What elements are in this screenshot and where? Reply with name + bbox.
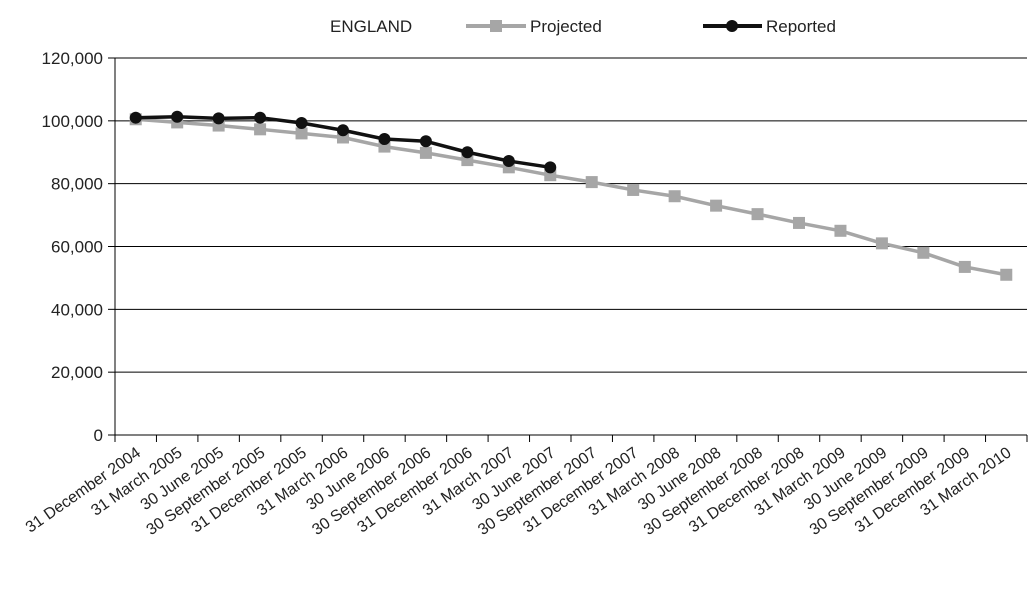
y-tick-label: 40,000 — [51, 300, 103, 319]
data-point-projected — [958, 260, 971, 273]
legend-label-reported: Reported — [766, 17, 836, 36]
y-tick-label: 80,000 — [51, 175, 103, 194]
data-point-reported — [544, 161, 557, 174]
data-point-reported — [212, 112, 225, 125]
series-layer — [129, 110, 1013, 281]
series-line-projected — [135, 117, 1007, 277]
data-point-projected — [254, 123, 267, 136]
y-axis-ticks: 0 20,000 40,000 60,000 80,000 100,000 120,000 — [42, 49, 115, 445]
data-point-projected — [1000, 268, 1013, 281]
data-point-projected — [875, 237, 888, 250]
data-point-projected — [419, 146, 432, 159]
data-point-reported — [129, 111, 142, 124]
data-point-projected — [917, 246, 930, 259]
legend: ENGLAND Projected Reported — [330, 17, 836, 36]
y-tick-label: 120,000 — [42, 49, 103, 68]
data-point-projected — [710, 199, 723, 212]
data-point-projected — [627, 183, 640, 196]
data-point-projected — [793, 216, 805, 229]
legend-title: ENGLAND — [330, 17, 412, 36]
data-point-projected — [585, 176, 598, 189]
data-point-reported — [378, 133, 391, 146]
data-point-reported — [171, 110, 184, 123]
data-point-reported — [337, 124, 349, 137]
data-point-projected — [751, 208, 764, 221]
data-point-projected — [834, 224, 847, 237]
y-tick-label: 0 — [94, 426, 103, 445]
data-point-reported — [254, 111, 267, 124]
legend-item-projected: Projected — [466, 17, 602, 36]
y-tick-label: 20,000 — [51, 363, 103, 382]
data-point-projected — [668, 190, 681, 203]
legend-marker-projected — [490, 20, 502, 32]
data-point-reported — [461, 146, 474, 159]
data-point-reported — [295, 117, 308, 130]
y-tick-label: 60,000 — [51, 238, 103, 257]
data-point-projected — [295, 127, 308, 140]
legend-label-projected: Projected — [530, 17, 602, 36]
legend-item-reported: Reported — [703, 17, 836, 36]
legend-marker-reported — [726, 20, 738, 32]
data-point-reported — [419, 135, 432, 148]
data-point-reported — [502, 155, 515, 168]
grid-lines — [115, 57, 1027, 373]
y-tick-label: 100,000 — [42, 112, 103, 131]
